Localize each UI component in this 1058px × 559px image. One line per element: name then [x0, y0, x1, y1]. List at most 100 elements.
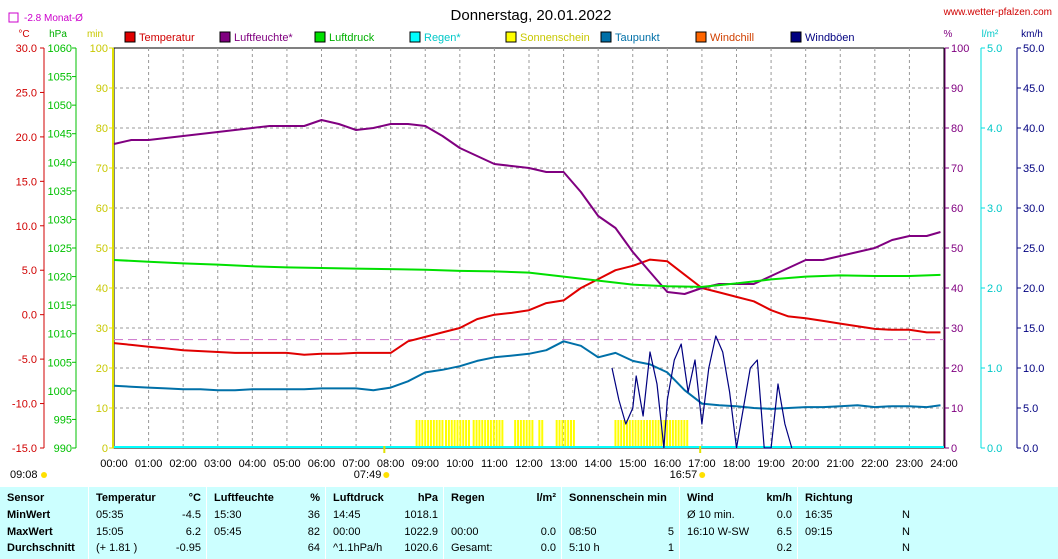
stats-header-cell: hPa: [417, 492, 438, 504]
sunshine-tick-label: 30: [96, 323, 108, 335]
legend-swatch: [124, 31, 136, 43]
humidity-line: [113, 119, 941, 295]
wind-tick-label: 35.0: [1023, 163, 1044, 175]
stats-value-cell: 82: [307, 526, 320, 538]
rain-tick-label: 2.0: [987, 283, 1002, 295]
stats-value-cell: 00:00: [451, 526, 479, 538]
sunshine-tick-label: 80: [96, 123, 108, 135]
legend-label: Temperatur: [139, 32, 195, 44]
rain-unit-label: l/m²: [982, 29, 999, 40]
x-tick-label: 13:00: [550, 458, 578, 470]
temperature-tick-label: 30.0: [16, 43, 37, 55]
legend-label: Regen*: [424, 32, 461, 44]
stats-value-cell: MaxWert: [7, 526, 53, 538]
stats-block: Wind km/h Ø 10 min. 0.0 16:10 W-SW 6.5 0.2: [679, 487, 798, 559]
stats-header-cell: Luftdruck: [333, 492, 384, 504]
stats-header-cell: °C: [188, 492, 201, 504]
pressure-tick-label: 1010: [48, 329, 72, 341]
x-tick-label: 05:00: [273, 458, 301, 470]
x-tick-label: 14:00: [584, 458, 612, 470]
stats-value-cell: MinWert: [7, 509, 51, 521]
stats-value-cell: 15:05: [96, 526, 124, 538]
wind-tick-label: 5.0: [1023, 403, 1038, 415]
x-tick-label: 06:00: [308, 458, 336, 470]
x-tick-label: 23:00: [896, 458, 924, 470]
stats-value-cell: 09:15: [805, 526, 833, 538]
x-tick-label: 12:00: [515, 458, 543, 470]
pressure-tick-label: 1015: [48, 300, 72, 312]
stats-header-cell: l/m²: [536, 492, 556, 504]
x-tick-label: 18:00: [723, 458, 751, 470]
x-tick-label: 00:00: [100, 458, 128, 470]
pressure-tick-label: 990: [54, 443, 72, 455]
x-tick-label: 01:00: [135, 458, 163, 470]
stats-value-cell: 36: [307, 509, 320, 521]
legend-label: Taupunkt: [615, 32, 660, 44]
stats-value-cell: Ø 10 min.: [687, 509, 735, 521]
stats-value-cell: 1: [667, 542, 674, 554]
temperature-tick-label: 5.0: [22, 265, 37, 277]
stats-value-cell: 5: [667, 526, 674, 538]
x-tick-label: 11:00: [481, 458, 508, 470]
stats-block: Temperatur °C 05:35 -4.5 15:05 6.2 (+ 1.81 ) -0…: [88, 487, 207, 559]
stats-value-cell: -4.5: [182, 509, 201, 521]
stats-value-cell: (+ 1.81 ): [96, 542, 138, 554]
sunshine-tick-label: 60: [96, 203, 108, 215]
x-tick-label: 22:00: [861, 458, 889, 470]
x-tick-label: 07:00: [342, 458, 370, 470]
temp-unit-label: °C: [18, 29, 29, 40]
humidity-tick-label: 60: [951, 203, 963, 215]
sunshine-tick-label: 20: [96, 363, 108, 375]
sunshine-tick-label: 70: [96, 163, 108, 175]
stats-value-cell: Gesamt:: [451, 542, 493, 554]
stats-header-cell: %: [310, 492, 320, 504]
stats-header-cell: Regen: [451, 492, 485, 504]
stats-block: Sensor MinWert MaxWert Durchschnitt: [0, 487, 88, 559]
stats-value-cell: 1018.1: [404, 509, 438, 521]
chart-title: Donnerstag, 20.01.2022: [451, 7, 612, 24]
legend-label: Luftfeuchte*: [234, 32, 293, 44]
wind-tick-label: 40.0: [1023, 123, 1044, 135]
x-tick-label: 10:00: [446, 458, 474, 470]
sunshine-tick-label: 0: [102, 443, 108, 455]
humidity-tick-label: 20: [951, 363, 963, 375]
pressure-tick-label: 1050: [48, 100, 72, 112]
pressure-tick-label: 1040: [48, 157, 72, 169]
stats-header-cell: km/h: [766, 492, 792, 504]
x-tick-label: 24:00: [930, 458, 958, 470]
axes: 30.0 25.0 20.0 15.0 10.0 5.0 0.0 -5.0 -10.0 -15.0…: [12, 43, 1045, 455]
stats-block: Luftdruck hPa 14:45 1018.1 00:00 1022.9 ^1.1hP…: [325, 487, 444, 559]
wind-tick-label: 0.0: [1023, 443, 1038, 455]
weather-chart: Donnerstag, 20.01.2022 www.wetter-pfalze…: [8, 7, 1052, 481]
humidity-tick-label: 90: [951, 83, 963, 95]
pressure-tick-label: 995: [54, 414, 72, 426]
x-tick-label: 15:00: [619, 458, 647, 470]
stats-value-cell: 00:00: [333, 526, 361, 538]
temperature-line: [113, 258, 941, 356]
humidity-tick-label: 80: [951, 123, 963, 135]
sunrise-icon: [383, 472, 390, 478]
legend-swatch: [219, 31, 231, 43]
sunshine-tick-label: 40: [96, 283, 108, 295]
x-tick-label: 09:00: [411, 458, 439, 470]
pressure-tick-label: 1030: [48, 214, 72, 226]
site-link[interactable]: www.wetter-pfalzen.com: [943, 7, 1052, 18]
wind-tick-label: 20.0: [1023, 283, 1044, 295]
sunset-time-label: 16:57: [670, 469, 698, 481]
stats-value-cell: 6.5: [776, 526, 792, 538]
stats-value-cell: 08:50: [569, 526, 597, 538]
rain-tick-label: 5.0: [987, 43, 1002, 55]
time-label-left: 09:08: [10, 469, 38, 481]
stats-value-cell: 16:10 W-SW: [687, 526, 750, 538]
stats-value-cell: N: [902, 542, 910, 554]
pressure-tick-label: 1025: [48, 243, 72, 255]
legend-label: Sonnenschein: [520, 32, 590, 44]
x-tick-label: 17:00: [688, 458, 716, 470]
sunshine-tick-label: 50: [96, 243, 108, 255]
temperature-tick-label: -10.0: [12, 399, 37, 411]
legend-swatch: [505, 31, 517, 43]
stats-value-cell: 0.2: [776, 542, 792, 554]
stats-value-cell: -0.95: [175, 542, 201, 554]
stats-value-cell: ^1.1hPa/h: [333, 542, 383, 554]
x-tick-label: 19:00: [757, 458, 785, 470]
